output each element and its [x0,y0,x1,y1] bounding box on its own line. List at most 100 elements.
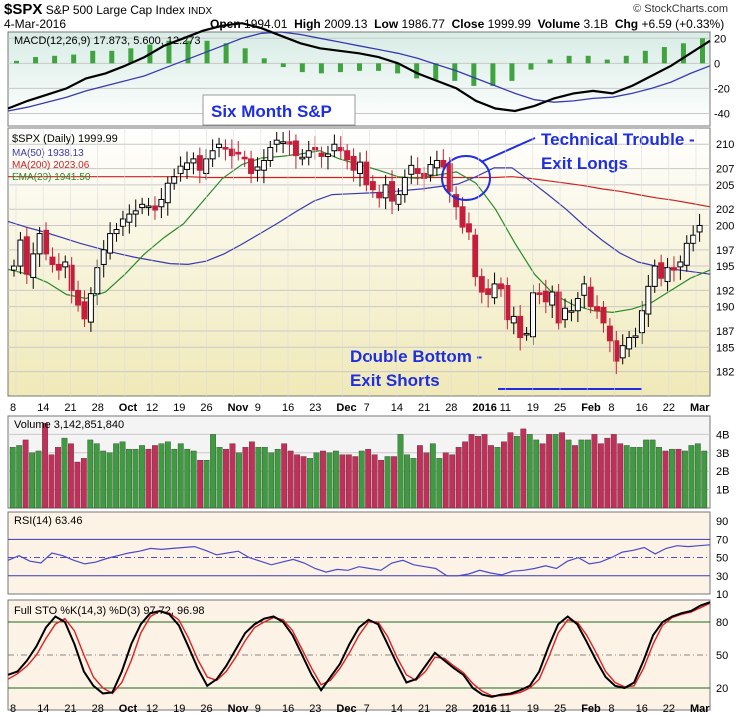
volume-bar [339,454,346,509]
candle-body [11,265,17,271]
candle-body [126,213,133,223]
annotation-exit-longs: Exit Longs [541,154,628,173]
sto-x-axis-tick: 16 [636,703,648,715]
price-y-tick: 205 [716,180,734,192]
volume-bar [507,432,514,509]
x-axis-tick: 28 [92,402,104,414]
x-axis-tick: Oct [119,402,138,414]
volume-bar [688,445,695,509]
candle-body [299,156,306,160]
x-axis-tick: 14 [37,402,49,414]
x-axis-tick: 21 [64,402,76,414]
macd-signal-line [7,31,711,112]
volume-bar [223,448,229,509]
x-axis-tick: 22 [663,402,675,414]
volume-bar [68,443,74,509]
x-axis-tick: 11 [500,402,511,414]
macd-histogram-bar [623,55,629,64]
volume-bar [352,456,359,509]
candle-body [228,148,235,157]
candle-body [626,337,633,350]
candle-body [395,194,402,205]
candle-body [478,276,485,293]
volume-bar [29,452,36,509]
macd-histogram-bar [357,63,362,71]
rsi-title: RSI(14) 63.46 [14,515,82,527]
volume-bar [578,439,585,509]
volume-bar [475,436,481,509]
candle-body [286,141,293,145]
candle-body [177,165,184,174]
volume-bar [268,452,275,509]
x-axis-tick: 14 [391,402,403,414]
sto-x-axis-tick: 14 [391,703,403,715]
volume-bar [533,439,540,509]
candle-body [401,177,408,196]
volume-bar [229,443,236,509]
volume-bar [164,441,171,509]
macd-histogram-bar [185,40,191,64]
volume-bar [132,448,139,509]
candle-body [472,234,479,278]
candle-body [389,181,396,202]
legend-ema20: EMA(20) 1941.50 [12,172,91,183]
volume-bar [384,456,391,509]
symbol: $SPX [4,1,43,18]
candle-body [440,159,447,168]
candle-body [491,283,498,299]
volume-bar [572,445,578,509]
candle-body [55,263,62,271]
volume-bar [565,439,572,509]
candle-body [235,151,242,155]
volume-bar [210,434,216,509]
candle-body [683,242,690,266]
sto-x-axis-tick: 28 [92,703,104,715]
candle-body [357,161,363,174]
sto-x-axis-tick: 8 [608,703,614,715]
candle-body [260,159,267,171]
volume-bar [494,447,501,509]
sto-x-axis-tick: 7 [364,703,370,715]
candle-body [171,176,178,184]
volume-bar [585,439,591,509]
sto-x-axis-tick: 19 [173,703,185,715]
candle-body [459,206,466,228]
macd-histogram-bar [90,50,96,64]
macd-histogram-bar [395,63,401,74]
macd-histogram-bar [452,63,458,81]
candle-body [324,153,331,157]
volume-bar [145,448,152,509]
volume-bar [681,450,688,509]
macd-histogram-bar [490,63,496,86]
macd-histogram-bar [337,63,343,73]
volume-bar [139,445,145,509]
candle-body [485,288,492,295]
annotation-box [202,94,356,126]
candle-body [119,218,126,227]
macd-histogram-bar [414,63,420,79]
volume-bar [404,454,410,509]
volume-bar [617,443,624,509]
candle-body [30,253,37,278]
candle-body [216,143,223,148]
volume-bar [358,450,365,509]
volume-bar [197,460,204,509]
macd-histogram-bar [585,55,591,64]
volume-bar [16,445,23,509]
volume-bar [87,439,94,509]
volume-bar [177,443,184,509]
volume-bar [662,450,669,509]
copyright: © StockCharts.com [633,3,728,15]
volume-bar [391,456,397,509]
sto-x-axis-tick: 2016 [472,703,496,715]
exchange: INDX [188,6,213,17]
sto-x-axis-tick: Nov [228,703,250,715]
x-axis-tick: 16 [636,402,648,414]
macd-histogram-bar [528,63,534,70]
volume-bar [630,447,637,509]
volume-bar [171,448,178,509]
volume-bar [113,443,120,509]
volume-y-tick: 4B [716,429,729,441]
macd-histogram-bar [280,63,286,68]
